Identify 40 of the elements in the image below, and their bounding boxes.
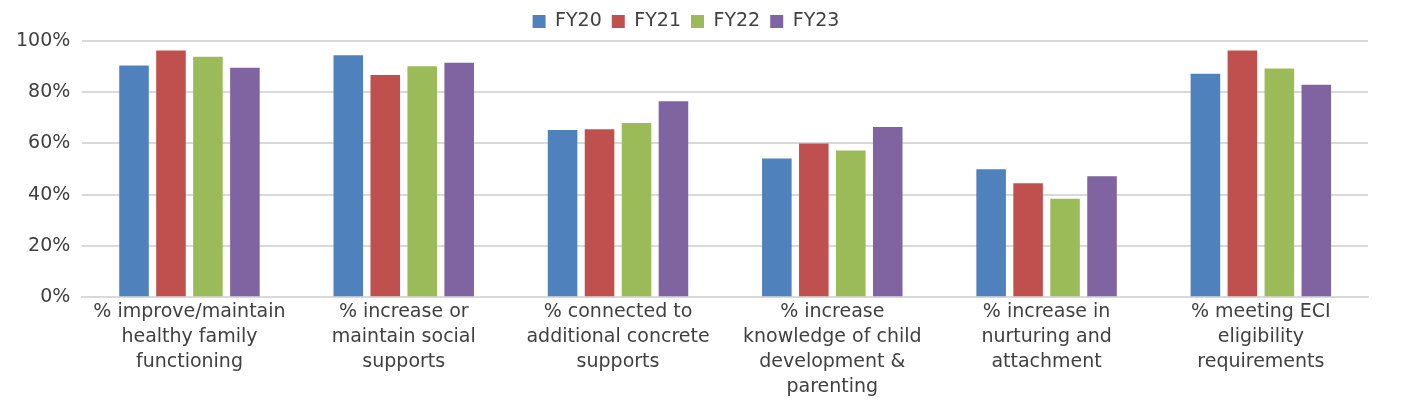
bar <box>1301 84 1332 297</box>
bar <box>836 150 866 297</box>
bar <box>333 55 364 297</box>
bar <box>976 169 1006 297</box>
bar <box>1087 176 1117 297</box>
x-tick-label: % increase knowledge of child development & parenting <box>743 299 922 396</box>
bar <box>119 65 149 297</box>
bar <box>584 129 615 297</box>
bar <box>621 122 652 297</box>
x-tick-label: % increase in nurturing and attachment <box>981 299 1112 371</box>
bar <box>658 101 689 297</box>
bar <box>872 127 903 297</box>
legend-label: FY21 <box>634 8 682 31</box>
x-tick-label: % increase or maintain social supports <box>331 299 476 371</box>
y-tick-label: 100% <box>15 27 71 50</box>
x-tick-label: % connected to additional concrete supports <box>526 299 710 371</box>
bar <box>444 62 474 297</box>
bar <box>370 75 401 297</box>
y-tick-label: 80% <box>28 79 71 102</box>
x-tick-label: % improve/maintain healthy family functioning <box>93 299 286 371</box>
legend-label: FY23 <box>792 8 840 31</box>
y-tick-label: 0% <box>40 284 71 307</box>
bar <box>156 50 186 297</box>
bar <box>407 66 438 297</box>
y-tick-label: 40% <box>28 181 71 204</box>
x-tick-label: % meeting ECI eligibility requirements <box>1190 299 1331 371</box>
bar <box>799 143 829 297</box>
bar <box>547 129 578 297</box>
bar <box>1190 73 1221 297</box>
legend-label: FY20 <box>555 8 602 31</box>
bar <box>1264 68 1295 297</box>
bar <box>1050 198 1080 297</box>
bar <box>230 67 260 297</box>
legend-label: FY22 <box>713 8 761 31</box>
bar <box>762 158 792 297</box>
y-tick-label: 20% <box>28 232 71 255</box>
bar <box>1013 183 1043 297</box>
y-tick-label: 60% <box>28 130 71 153</box>
bar <box>193 56 223 297</box>
bar <box>1227 50 1258 297</box>
